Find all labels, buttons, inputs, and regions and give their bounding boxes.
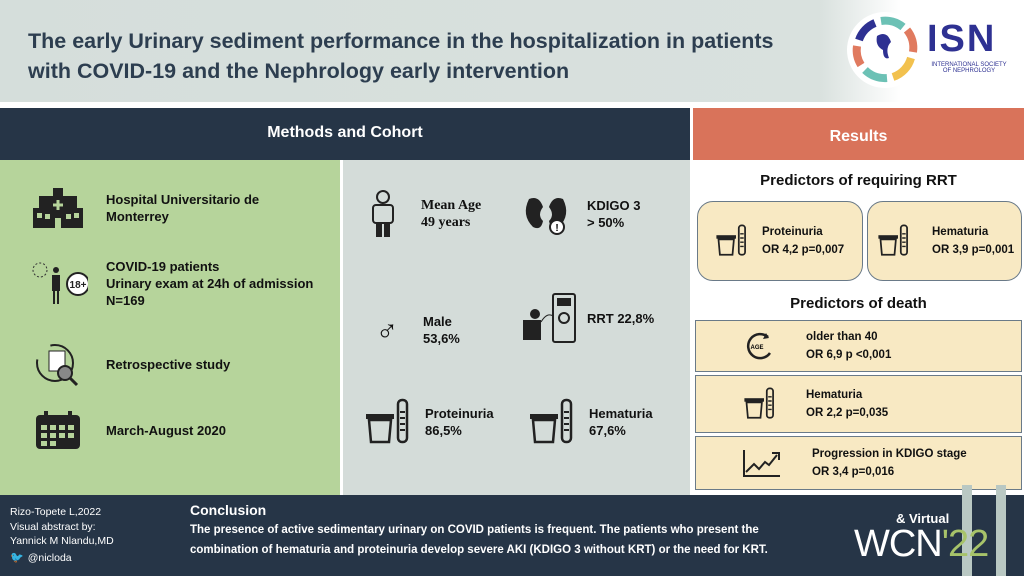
urine-sample-icon [361,398,413,446]
kidney-icon: ! [521,190,571,238]
stat-value: 86,5% [425,423,462,438]
wcn-year: '22 [941,523,990,565]
stat-value: 53,6% [423,331,460,346]
predictor-stat: OR 3,4 p=0,016 [812,466,895,478]
trend-up-icon [742,439,782,487]
stat-value: > 50% [587,215,625,230]
rrt-predictor-card: Proteinuria OR 4,2 p=0,007 [697,201,863,281]
cohort-item: 18+ COVID-19 patients Urinary exam at 24h… [28,258,313,309]
predictor-label: Hematuria [932,226,989,238]
stat-label: KDIGO 3 [587,198,641,213]
predictor-label: Hematuria [806,389,863,401]
stat-item: RRT 22,8% [521,293,655,343]
cohort-text: COVID-19 patients [106,259,220,274]
conclusion-line: The presence of active sedimentary urina… [190,524,759,536]
person-icon [361,190,405,238]
cohort-item: March-August 2020 [28,406,226,454]
tower-decoration [962,485,972,576]
isn-globe-icon [847,12,923,88]
urine-sample-icon [742,380,776,428]
dialysis-icon [521,293,577,343]
twitter-handle[interactable]: @nicloda [27,551,72,564]
title-line: with COVID-19 and the Nephrology early i… [28,59,570,83]
hospital-icon [28,184,88,232]
age-icon: AGE [742,322,776,370]
stat-item: ♂ Male 53,6% [369,306,460,354]
death-predictor-card: Hematuria OR 2,2 p=0,035 [695,375,1022,433]
stat-item: Proteinuria 86,5% [361,398,494,446]
male-icon: ♂ [375,313,399,347]
conclusion-text: The presence of active sedimentary urina… [190,520,768,560]
event-subtitle: & Virtual [896,511,950,526]
cohort-text: March-August 2020 [106,422,226,438]
urine-sample-icon [714,217,748,265]
cohort-panel: Hospital Universitario de Monterrey 18+ C… [0,160,340,495]
title-line: The early Urinary sediment performance i… [28,29,774,53]
stat-label: Mean Age [421,198,482,213]
predictor-label: older than 40 [806,331,878,343]
death-predictors-heading: Predictors of death [790,295,927,312]
predictor-stat: OR 4,2 p=0,007 [762,244,845,256]
logo-subtitle: INTERNATIONAL SOCIETY [931,62,1007,68]
conclusion-line: combination of hematuria and proteinuria… [190,544,768,556]
stat-label: Male [423,314,452,329]
cohort-text: Urinary exam at 24h of admission [106,276,314,291]
predictor-stat: OR 6,9 p <0,001 [806,349,892,361]
age-badge: 18+ [70,280,87,291]
stat-item: Mean Age 49 years [361,190,481,238]
methods-heading: Methods and Cohort [0,108,690,160]
stat-item: Hematuria 67,6% [525,398,653,446]
stats-panel: Mean Age 49 years ! KDIGO 3 > 50% ♂ Male 53… [343,160,690,495]
twitter-icon: 🐦 [10,551,24,564]
wcn-logo: WCN'22 [854,523,990,566]
rrt-predictors-heading: Predictors of requiring RRT [760,172,957,189]
footer: Rizo-Topete L,2022 Visual abstract by: Y… [0,485,1024,576]
stat-label: Proteinuria [425,406,494,421]
conclusion-heading: Conclusion [190,502,267,518]
svg-text:!: ! [555,223,558,234]
calendar-icon [28,406,88,454]
cohort-item: Retrospective study [28,340,230,388]
page-title: The early Urinary sediment performance i… [28,26,828,86]
stat-label: Hematuria [589,406,653,421]
stat-label: RRT 22,8% [587,310,655,326]
predictor-stat: OR 2,2 p=0,035 [806,407,889,419]
predictor-label: Progression in KDIGO stage [812,448,967,460]
credits: Rizo-Topete L,2022 Visual abstract by: Y… [10,505,114,565]
cohort-text: Retrospective study [106,356,231,372]
stat-value: 49 years [421,215,471,230]
document-search-icon [28,340,88,388]
stat-value: 67,6% [589,423,626,438]
tower-decoration [996,485,1006,576]
logo-subtitle: OF NEPHROLOGY [942,68,996,74]
cohort-text: N=169 [106,293,145,308]
covid-patient-icon: 18+ [28,260,88,308]
predictor-stat: OR 3,9 p=0,001 [932,244,1015,256]
credit-line: Yannick M Nlandu,MD [10,535,114,547]
credit-line: Visual abstract by: [10,520,96,533]
credit-line: Rizo-Topete L,2022 [10,506,102,518]
wcn-text: WCN [854,523,943,565]
age-icon-text: AGE [750,345,763,351]
urine-sample-icon [876,217,910,265]
urine-sample-icon [525,398,577,446]
cohort-text: Hospital Universitario de [106,192,260,207]
results-heading: Results [693,108,1024,160]
death-predictor-card: Progression in KDIGO stage OR 3,4 p=0,016 [695,436,1022,490]
logo-text: ISN [927,18,997,60]
cohort-item: Hospital Universitario de Monterrey [28,184,259,232]
cohort-text: Monterrey [106,209,169,224]
stat-item: ! KDIGO 3 > 50% [521,190,640,238]
predictor-label: Proteinuria [762,226,823,238]
rrt-predictor-card: Hematuria OR 3,9 p=0,001 [867,201,1022,281]
isn-logo: ISN INTERNATIONAL SOCIETY OF NEPHROLOGY [845,10,1015,90]
death-predictor-card: AGE older than 40 OR 6,9 p <0,001 [695,320,1022,372]
